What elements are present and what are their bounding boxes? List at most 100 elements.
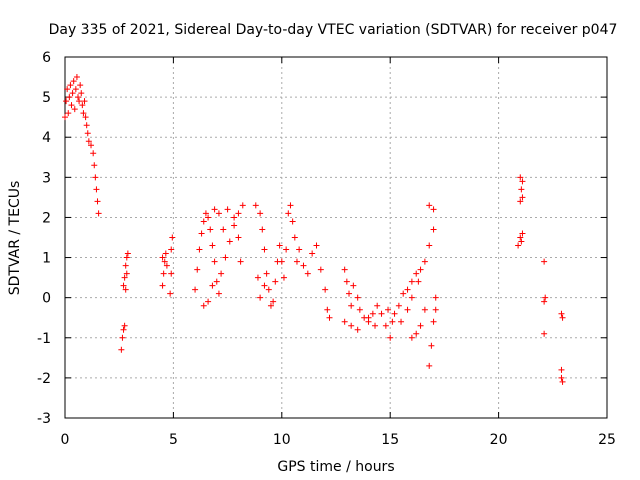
data-point	[123, 254, 130, 261]
data-point	[124, 250, 131, 257]
data-point	[92, 174, 99, 181]
data-point	[350, 282, 357, 289]
data-point	[270, 298, 277, 305]
data-point	[211, 206, 218, 213]
data-point	[426, 202, 433, 209]
series-arc-21	[515, 174, 526, 249]
data-point	[72, 86, 79, 93]
series-arc-9-10	[252, 202, 333, 321]
data-point	[159, 282, 166, 289]
data-point	[517, 198, 524, 205]
data-point	[313, 242, 320, 249]
data-point	[404, 306, 411, 313]
data-point	[70, 78, 77, 85]
data-point	[235, 210, 242, 217]
y-axis-label: SDTVAR / TECUs	[7, 181, 23, 296]
data-point	[121, 322, 128, 329]
data-point	[95, 210, 102, 217]
data-point	[519, 230, 526, 237]
data-point	[387, 334, 394, 341]
data-point	[518, 238, 525, 245]
data-point	[118, 346, 125, 353]
data-point	[430, 206, 437, 213]
data-point	[192, 286, 199, 293]
data-point	[398, 318, 405, 325]
data-point	[93, 186, 100, 193]
data-point	[78, 90, 85, 97]
data-point	[296, 246, 303, 253]
data-point	[400, 290, 407, 297]
data-point	[365, 314, 372, 321]
data-point	[215, 210, 222, 217]
data-point	[432, 294, 439, 301]
x-axis-label: GPS time / hours	[277, 459, 394, 475]
data-point	[202, 210, 209, 217]
data-point	[91, 162, 98, 169]
data-point	[559, 378, 566, 385]
data-point	[163, 262, 170, 269]
data-point	[408, 278, 415, 285]
data-point	[69, 90, 76, 97]
data-point	[413, 330, 420, 337]
data-point	[356, 306, 363, 313]
data-point	[73, 74, 80, 81]
data-point	[541, 330, 548, 337]
data-point	[267, 302, 274, 309]
data-point	[291, 234, 298, 241]
data-point	[415, 278, 422, 285]
data-point	[515, 242, 522, 249]
y-tick-label: 0	[42, 291, 51, 307]
y-tick-label: 2	[42, 210, 51, 226]
series-arc-early	[62, 74, 102, 217]
data-point	[517, 174, 524, 181]
y-tick-label: 1	[42, 251, 51, 267]
data-point	[162, 250, 169, 257]
data-point	[64, 86, 71, 93]
data-point	[220, 226, 227, 233]
data-point	[168, 270, 175, 277]
data-point	[517, 234, 524, 241]
x-tick-label: 10	[273, 432, 291, 448]
y-tick-label: 4	[42, 130, 51, 146]
data-point	[261, 282, 268, 289]
data-point	[205, 214, 212, 221]
data-point	[67, 82, 74, 89]
data-point	[123, 270, 130, 277]
data-point	[119, 334, 126, 341]
data-point	[519, 194, 526, 201]
data-point	[167, 290, 174, 297]
data-point	[289, 218, 296, 225]
y-tick-label: 3	[42, 170, 51, 186]
data-point	[541, 298, 548, 305]
x-tick-label: 0	[61, 432, 70, 448]
data-point	[226, 238, 233, 245]
data-point	[385, 306, 392, 313]
data-point	[382, 322, 389, 329]
series-arc-22	[541, 258, 549, 337]
x-tick-label: 15	[381, 432, 399, 448]
series-arc-4.7	[159, 234, 176, 297]
data-point	[322, 286, 329, 293]
data-point	[213, 278, 220, 285]
data-point	[519, 178, 526, 185]
data-point	[82, 114, 89, 121]
data-point	[541, 258, 548, 265]
data-point	[254, 274, 261, 281]
data-point	[343, 278, 350, 285]
data-point	[348, 302, 355, 309]
chart-title: Day 335 of 2021, Sidereal Day-to-day VTE…	[49, 22, 618, 38]
data-point	[239, 202, 246, 209]
data-point	[71, 106, 78, 113]
data-point	[354, 326, 361, 333]
data-point	[417, 266, 424, 273]
data-point	[430, 318, 437, 325]
data-point	[79, 102, 86, 109]
data-point	[122, 262, 129, 269]
data-point	[261, 246, 268, 253]
data-point	[413, 270, 420, 277]
data-point	[426, 242, 433, 249]
data-point	[159, 254, 166, 261]
data-point	[198, 230, 205, 237]
data-point	[168, 246, 175, 253]
